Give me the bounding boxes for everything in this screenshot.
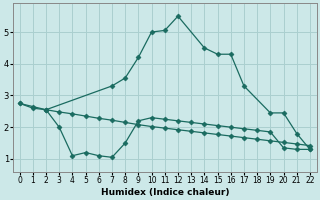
X-axis label: Humidex (Indice chaleur): Humidex (Indice chaleur)	[100, 188, 229, 197]
